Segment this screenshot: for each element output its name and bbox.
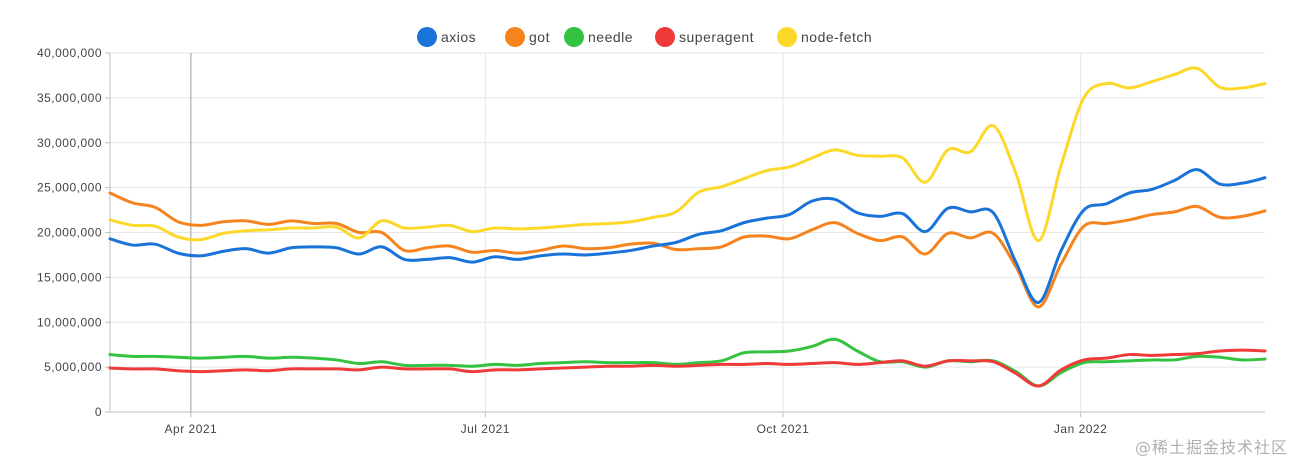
y-tick-label: 35,000,000: [37, 91, 102, 105]
y-tick-label: 20,000,000: [37, 226, 102, 240]
x-tick-label: Jan 2022: [1054, 422, 1107, 436]
series-line-axios: [108, 168, 1267, 304]
legend-item-needle[interactable]: needle: [564, 27, 633, 47]
series-lines: [108, 66, 1267, 388]
x-tick-label: Jul 2021: [461, 422, 510, 436]
series-line-got: [108, 191, 1267, 309]
legend[interactable]: axios got needle superagent node-fetch: [417, 27, 872, 47]
series-line-needle: [108, 337, 1267, 388]
axes: 0 5,000,000 10,000,000 15,000,000 20,000,000…: [37, 46, 1107, 436]
legend-item-got[interactable]: got: [505, 27, 550, 47]
grid: [110, 52, 1265, 413]
legend-item-node-fetch[interactable]: node-fetch: [777, 27, 872, 47]
y-tick-label: 0: [95, 405, 102, 419]
legend-item-axios[interactable]: axios: [417, 27, 476, 47]
legend-item-superagent[interactable]: superagent: [655, 27, 754, 47]
series-line-superagent: [108, 348, 1267, 388]
y-tick-label: 25,000,000: [37, 181, 102, 195]
legend-marker: [777, 27, 797, 47]
legend-label: got: [529, 29, 550, 45]
legend-marker: [655, 27, 675, 47]
legend-label: needle: [588, 29, 633, 45]
legend-label: node-fetch: [801, 29, 872, 45]
x-tick-label: Apr 2021: [165, 422, 218, 436]
legend-marker: [505, 27, 525, 47]
y-tick-label: 5,000,000: [44, 360, 102, 374]
y-tick-label: 15,000,000: [37, 270, 102, 284]
legend-marker: [564, 27, 584, 47]
legend-label: superagent: [679, 29, 754, 45]
x-tick-label: Oct 2021: [757, 422, 810, 436]
watermark: @稀土掘金技术社区: [1134, 438, 1288, 457]
y-tick-label: 30,000,000: [37, 136, 102, 150]
series-line-node-fetch: [108, 66, 1267, 243]
y-tick-label: 40,000,000: [37, 46, 102, 60]
legend-marker: [417, 27, 437, 47]
legend-label: axios: [441, 29, 476, 45]
y-tick-label: 10,000,000: [37, 315, 102, 329]
